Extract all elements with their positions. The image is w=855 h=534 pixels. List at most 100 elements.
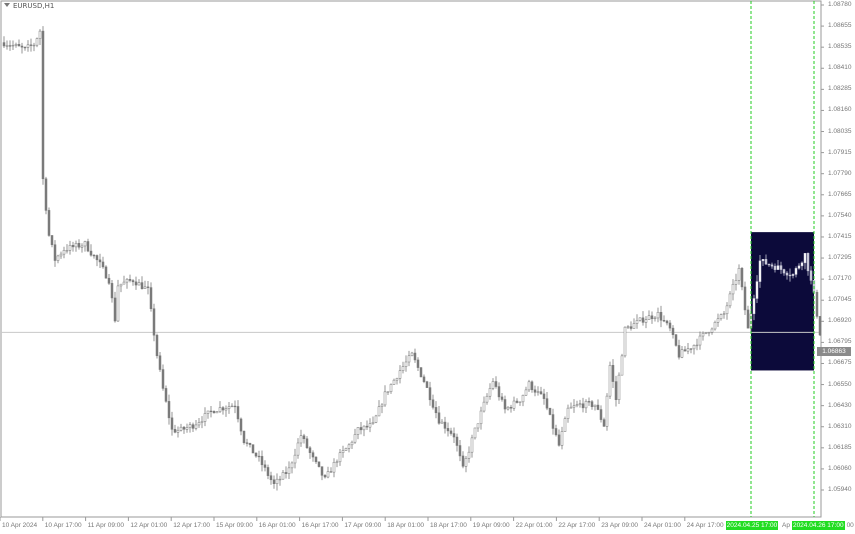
candle (101, 256, 105, 269)
candle (290, 461, 294, 474)
candle-body (185, 427, 189, 430)
candle (344, 447, 348, 451)
candle-body (803, 253, 807, 264)
y-tick-label: 1.08655 (828, 22, 852, 30)
candle-body (581, 403, 585, 409)
candle-body (323, 475, 327, 478)
candle (521, 394, 525, 407)
candle (692, 344, 696, 355)
candle-body (560, 431, 564, 446)
chart-frame (0, 0, 822, 518)
candle (611, 359, 615, 389)
candle (587, 397, 591, 406)
candle-body (332, 462, 336, 473)
candle-body (488, 388, 492, 397)
candle (443, 416, 447, 434)
candle-body (614, 381, 618, 400)
candle (728, 291, 732, 309)
candle-body (86, 241, 90, 252)
candle-body (245, 442, 249, 444)
candle (404, 355, 408, 372)
candle (536, 386, 540, 396)
candle-body (209, 410, 213, 413)
candle-body (671, 327, 675, 335)
candle-body (359, 427, 363, 431)
candle-body (386, 391, 390, 393)
candle-body (239, 418, 243, 432)
y-tick-label: 1.07540 (828, 211, 852, 219)
candle-body (506, 406, 510, 410)
candle-body (116, 285, 120, 322)
candle-body (137, 282, 141, 286)
candle (248, 442, 252, 448)
candle-body (407, 355, 411, 363)
candle (800, 261, 804, 271)
candle-body (818, 316, 822, 336)
candle-body (110, 283, 114, 299)
candle (320, 466, 324, 481)
candle (461, 451, 465, 469)
candle (704, 332, 708, 335)
candle-body (686, 348, 690, 352)
candle (464, 456, 468, 473)
candle (86, 238, 90, 253)
candle (548, 407, 552, 416)
candle (791, 273, 795, 279)
y-tick-label: 1.07915 (828, 148, 852, 156)
candle (533, 385, 537, 397)
candle (737, 264, 741, 285)
candle-body (410, 352, 414, 357)
candle (221, 406, 225, 415)
candle (251, 444, 255, 454)
candle-body (674, 334, 678, 346)
candle (98, 253, 102, 268)
candle-body (197, 422, 201, 426)
candle (644, 316, 648, 329)
candle-body (548, 407, 552, 415)
candle-body (341, 450, 345, 453)
candle-body (377, 406, 381, 417)
candle (128, 274, 132, 283)
chart-title[interactable]: EURUSD,H1 (4, 2, 54, 10)
x-tick-label: 24 Apr 01:00 (644, 522, 681, 529)
candle-body (758, 260, 762, 282)
candle-body (773, 265, 777, 270)
candle-body (320, 466, 324, 476)
candle (488, 383, 492, 400)
candle (152, 303, 156, 342)
candle-body (191, 424, 195, 429)
candle-body (206, 410, 210, 414)
candle-body (227, 406, 231, 409)
candle-body (266, 467, 270, 476)
candle-body (446, 428, 450, 432)
highlight-box[interactable] (751, 232, 814, 371)
candle-body (92, 254, 96, 257)
candle (218, 401, 222, 413)
candle (29, 38, 33, 52)
candle-body (632, 323, 636, 329)
candle (53, 240, 57, 267)
candle-body (236, 406, 240, 420)
candle-body (176, 429, 180, 433)
candle-body (497, 386, 501, 398)
candle-body (326, 471, 330, 478)
y-tick-label: 1.08535 (828, 43, 852, 51)
candle-body (617, 374, 621, 400)
candle (632, 318, 636, 329)
candle (764, 254, 768, 265)
candle (479, 406, 483, 430)
candle-body (218, 407, 222, 412)
candle (779, 261, 783, 274)
candle-body (146, 286, 150, 288)
x-tick-fragment: Ap (782, 522, 790, 529)
candle (338, 448, 342, 466)
candle (239, 417, 243, 436)
candle (458, 439, 462, 462)
y-tick-label: 1.06310 (828, 422, 852, 430)
candle-body (383, 391, 387, 406)
candle (137, 279, 141, 286)
candle-body (809, 270, 813, 281)
candle-body (449, 430, 453, 434)
candle (743, 281, 747, 316)
